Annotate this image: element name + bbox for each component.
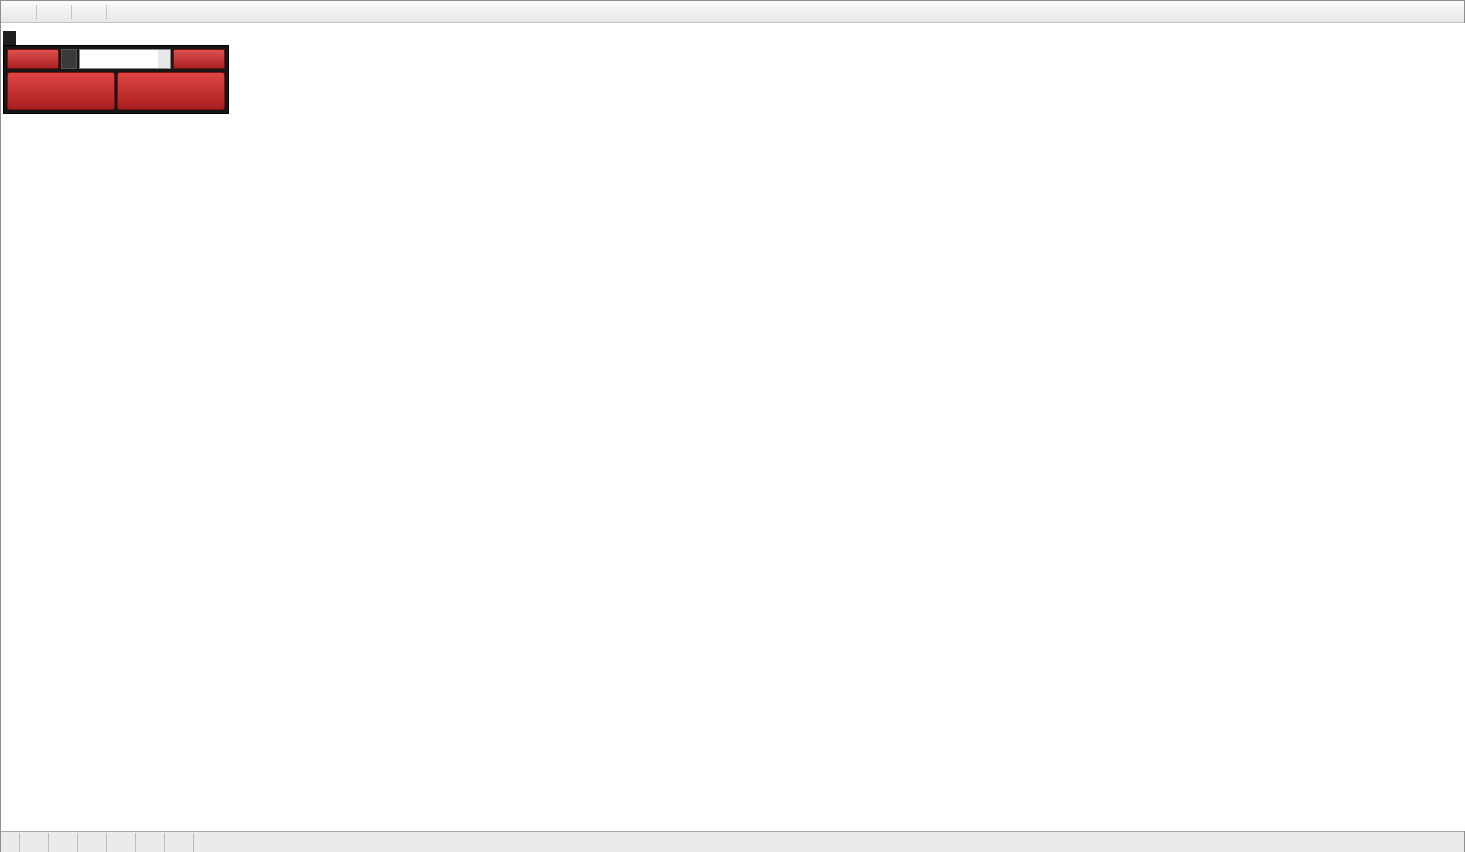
tab-usdcad-daily[interactable]: [107, 833, 136, 852]
lot-size-field: [79, 49, 171, 69]
toolbar-separator: [71, 4, 72, 19]
tf-button-w1[interactable]: [76, 3, 102, 21]
chart-canvas[interactable]: [1, 23, 1465, 831]
one-click-trading-panel: [3, 45, 229, 114]
chart-window: [1, 23, 1465, 831]
tab-eurusd-daily[interactable]: [19, 833, 49, 852]
timeframe-toolbar: [1, 1, 1464, 23]
sell-button[interactable]: [7, 49, 59, 69]
tab-audusd-daily[interactable]: [49, 833, 78, 852]
chart-tab-bar: [1, 831, 1464, 852]
sell-price-button[interactable]: [7, 72, 115, 110]
tab-usdchf-daily[interactable]: [78, 833, 107, 852]
tf-button-mn[interactable]: [111, 3, 137, 21]
toolbar-separator: [36, 4, 37, 19]
tf-button-d1[interactable]: [41, 3, 67, 21]
tab-usdcnh-daily[interactable]: [136, 833, 165, 852]
chart-title-bar: [3, 31, 16, 45]
lot-size-input[interactable]: [79, 49, 171, 69]
toolbar-separator: [106, 4, 107, 19]
tab-eurchf-weekly[interactable]: [165, 833, 194, 852]
tf-button-h4[interactable]: [6, 3, 32, 21]
buy-price-button[interactable]: [117, 72, 225, 110]
order-type-dropdown[interactable]: [61, 49, 77, 69]
lot-spinner[interactable]: [158, 50, 170, 68]
buy-button[interactable]: [173, 49, 225, 69]
